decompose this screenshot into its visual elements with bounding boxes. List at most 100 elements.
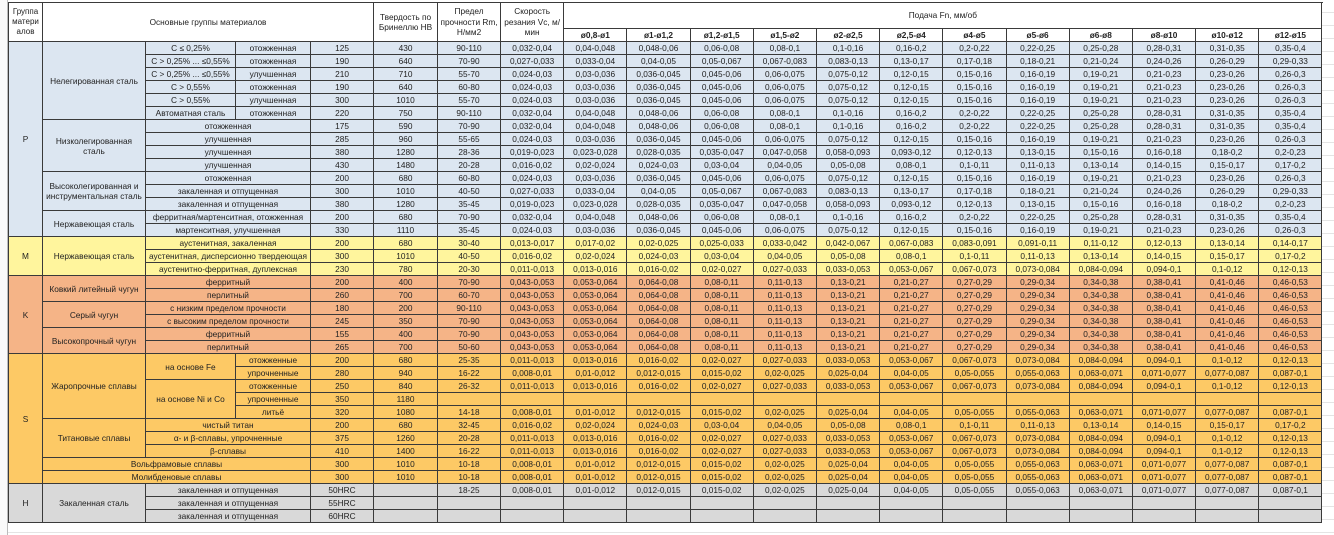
table-row: Молибденовые сплавы 300 1010 10-18 0,008-0,0…	[8, 470, 1323, 484]
feed-value: 0,024-0,03	[500, 67, 565, 81]
feed-value: 0,087-0,1	[1258, 483, 1323, 497]
feed-value: 0,045-0,06	[689, 171, 754, 185]
feed-value: 0,28-0,31	[1131, 106, 1197, 120]
feed-value	[689, 496, 754, 510]
strength-value: 960	[373, 132, 439, 146]
feed-value: 0,071-0,077	[1131, 470, 1197, 484]
feed-value: 0,077-0,087	[1195, 483, 1260, 497]
feed-value	[1068, 392, 1133, 406]
feed-value: 0,08-0,11	[689, 327, 754, 341]
feed-value: 0,067-0,083	[752, 54, 817, 68]
feed-value: 0,15-0,16	[942, 80, 1007, 94]
feed-value: 0,21-0,23	[1131, 93, 1197, 107]
feed-value: 0,053-0,064	[563, 327, 628, 341]
feed-value: 0,015-0,02	[689, 457, 754, 471]
feed-value: 0,28-0,31	[1131, 119, 1197, 133]
feed-value	[1131, 496, 1197, 510]
feed-value: 0,016-0,02	[626, 379, 691, 393]
cutting-speed-value: 40-50	[437, 184, 502, 198]
strength-value: 750	[373, 106, 439, 120]
table-row: перлитный 265 700 50-60 0,043-0,053 0,053-0,0…	[8, 340, 1323, 354]
feed-value: 0,26-0,3	[1258, 171, 1323, 185]
feed-value: 0,073-0,084	[1005, 444, 1070, 458]
feed-value: 0,064-0,08	[626, 275, 691, 289]
feed-value: 0,067-0,073	[942, 379, 1007, 393]
feed-value: 0,16-0,19	[1005, 171, 1070, 185]
strength-value: 1180	[373, 392, 439, 406]
hardness-value: 300	[309, 93, 375, 107]
feed-value	[500, 509, 565, 523]
material-state: литьё	[235, 405, 311, 419]
header-diameter: ø6-ø8	[1068, 28, 1133, 42]
feed-value: 0,05-0,055	[942, 470, 1007, 484]
feed-value: 0,13-0,21	[815, 288, 881, 302]
material-name: Жаропрочные сплавы	[42, 353, 146, 419]
feed-value: 0,26-0,29	[1195, 184, 1260, 198]
table-row: C > 0,25% ... ≤0,55% отожженная 190 640 70-9…	[8, 54, 1323, 68]
feed-value: 0,053-0,064	[563, 275, 628, 289]
strength-value: 350	[373, 314, 439, 328]
feed-value: 0,045-0,06	[689, 93, 754, 107]
material-name: Вольфрамовые сплавы	[42, 457, 311, 471]
feed-value: 0,25-0,28	[1068, 106, 1133, 120]
feed-value: 0,071-0,077	[1131, 457, 1197, 471]
strength-value: 1080	[373, 405, 439, 419]
strength-value: 1480	[373, 158, 439, 172]
strength-value: 640	[373, 80, 439, 94]
feed-value: 0,41-0,46	[1195, 340, 1260, 354]
feed-value: 0,033-0,042	[752, 236, 817, 250]
feed-value: 0,013-0,017	[500, 236, 565, 250]
feed-value: 0,08-0,1	[752, 119, 817, 133]
feed-value: 0,04-0,048	[563, 41, 628, 55]
cutting-data-table: Группа материалов Основные группы матери…	[8, 2, 1323, 523]
table-row: закаленная и отпущенная 300 1010 40-50 0,027…	[8, 184, 1323, 198]
feed-value: 0,15-0,16	[942, 93, 1007, 107]
feed-value: 0,31-0,35	[1195, 41, 1260, 55]
feed-value: 0,15-0,16	[942, 132, 1007, 146]
feed-value: 0,008-0,01	[500, 470, 565, 484]
feed-value: 0,075-0,12	[815, 171, 881, 185]
table-row: аустенитно-ферритная, дуплексная 230 780 20…	[8, 262, 1323, 276]
strength-value: 1400	[373, 444, 439, 458]
feed-value: 0,14-0,17	[1258, 236, 1323, 250]
feed-value: 0,033-0,053	[815, 444, 881, 458]
material-subgroup: закаленная и отпущенная	[145, 509, 311, 523]
material-subgroup: C > 0,55%	[145, 93, 236, 107]
feed-value: 0,29-0,34	[1005, 288, 1070, 302]
feed-value: 0,12-0,15	[879, 171, 944, 185]
feed-value: 0,032-0,04	[500, 106, 565, 120]
cutting-speed-value: 20-30	[437, 262, 502, 276]
feed-value: 0,073-0,084	[1005, 379, 1070, 393]
feed-value: 0,011-0,013	[500, 444, 565, 458]
feed-value: 0,064-0,08	[626, 314, 691, 328]
feed-value: 0,05-0,08	[815, 158, 881, 172]
material-group-code: H	[8, 483, 43, 523]
feed-value: 0,064-0,08	[626, 340, 691, 354]
feed-value: 0,063-0,071	[1068, 483, 1133, 497]
feed-value: 0,23-0,26	[1195, 132, 1260, 146]
feed-value: 0,13-0,21	[815, 314, 881, 328]
hardness-value: 280	[309, 366, 375, 380]
strength-value: 430	[373, 41, 439, 55]
hardness-value: 375	[309, 431, 375, 445]
strength-value: 840	[373, 379, 439, 393]
feed-value: 0,08-0,11	[689, 340, 754, 354]
feed-value	[1195, 392, 1260, 406]
feed-value: 0,04-0,05	[879, 483, 944, 497]
feed-value: 0,058-0,093	[815, 197, 881, 211]
hardness-value: 265	[309, 340, 375, 354]
feed-value: 0,15-0,16	[1068, 145, 1133, 159]
feed-value	[500, 496, 565, 510]
header-strength: Предел прочности Rm, Н/мм2	[437, 2, 502, 42]
table-row: упрочненные 280 940 16-22 0,008-0,01 0,01-0,0…	[8, 366, 1323, 380]
cutting-speed-value: 70-90	[437, 327, 502, 341]
feed-value: 0,34-0,38	[1068, 340, 1133, 354]
feed-value: 0,016-0,02	[500, 158, 565, 172]
feed-value: 0,02-0,024	[563, 418, 628, 432]
feed-value: 0,14-0,15	[1131, 249, 1197, 263]
feed-value: 0,06-0,08	[689, 41, 754, 55]
feed-value: 0,02-0,025	[752, 405, 817, 419]
feed-value: 0,38-0,41	[1131, 314, 1197, 328]
material-state: упрочненные	[235, 392, 311, 406]
feed-value	[563, 509, 628, 523]
